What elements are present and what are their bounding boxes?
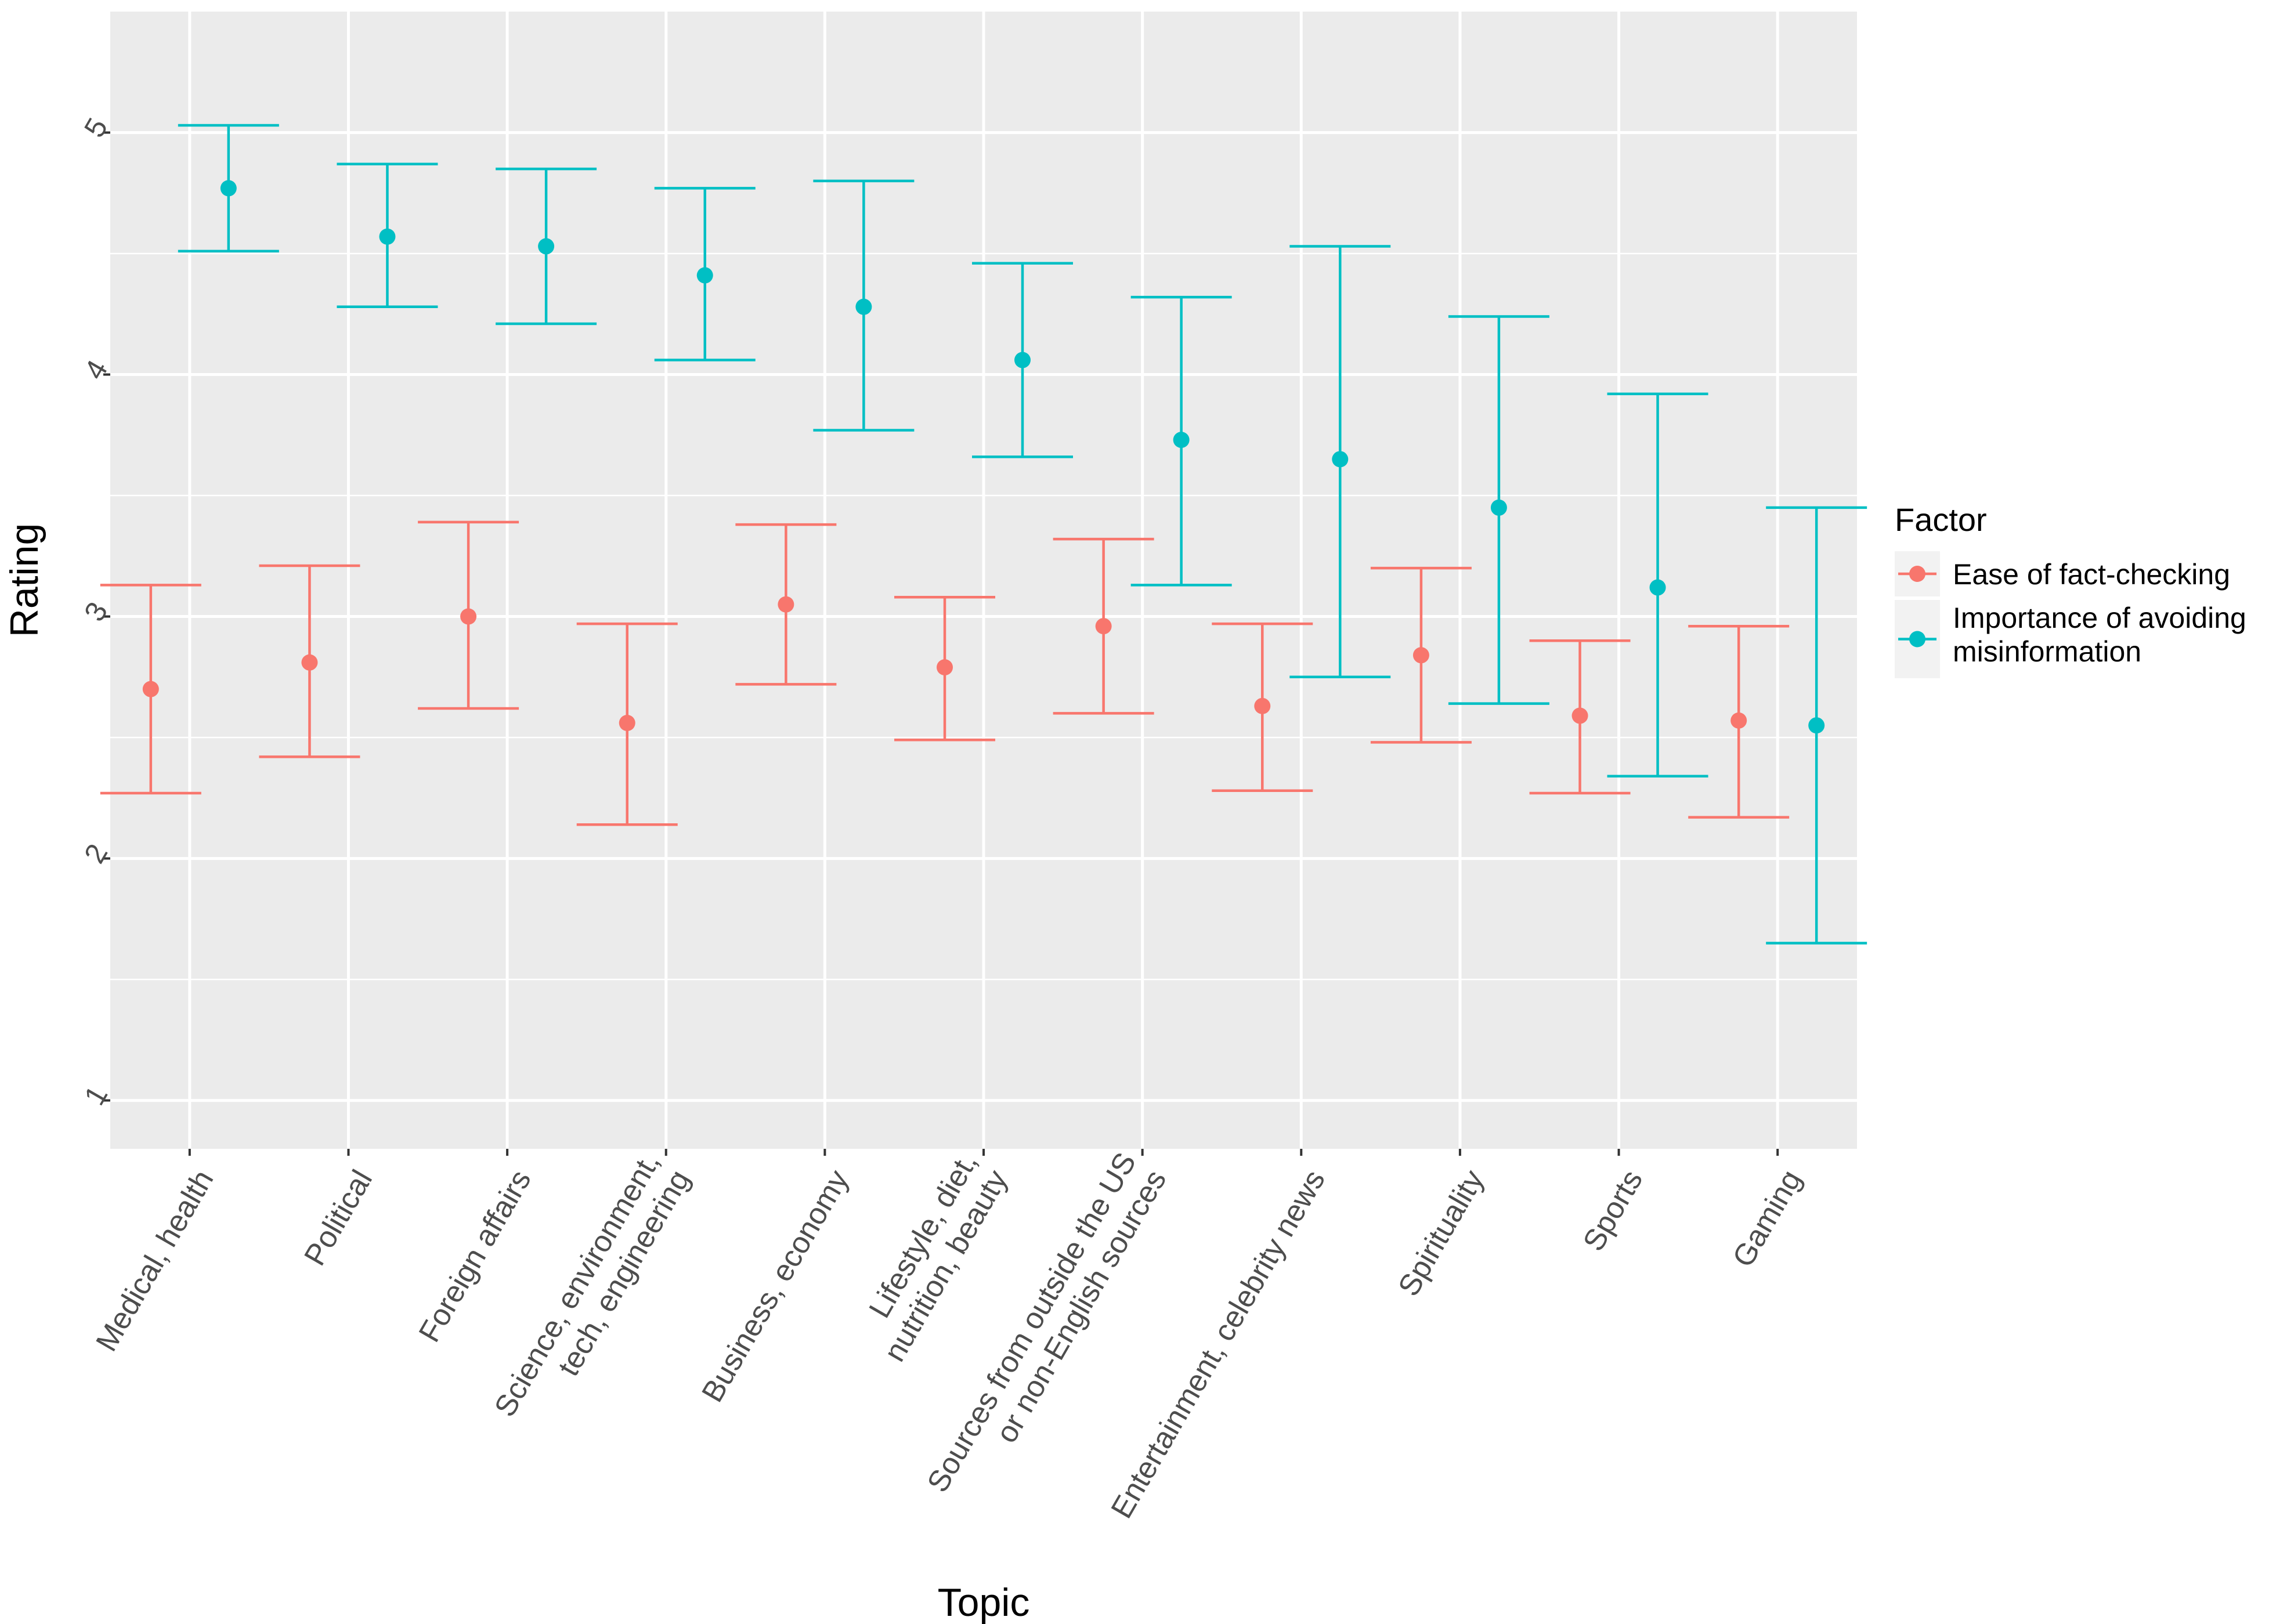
data-point xyxy=(460,608,477,625)
data-point xyxy=(379,228,396,245)
data-point xyxy=(142,681,159,697)
legend-label-line: Importance of avoiding xyxy=(1953,602,2246,634)
data-point xyxy=(1254,697,1271,714)
y-tick-label: 3 xyxy=(78,596,114,627)
data-point xyxy=(1173,432,1190,449)
data-point xyxy=(538,238,555,255)
x-tick-label: Medical, health xyxy=(89,1164,220,1357)
data-point xyxy=(937,659,953,676)
x-tick-label: Political xyxy=(298,1164,379,1271)
legend-title: Factor xyxy=(1895,501,1987,538)
data-point xyxy=(778,596,794,613)
x-tick-label: Business, economy xyxy=(695,1164,855,1408)
x-axis-title: Topic xyxy=(938,1580,1030,1624)
x-axis: Medical, health Political Foreign affairs S… xyxy=(89,1147,1808,1524)
data-point xyxy=(1649,579,1666,596)
data-point xyxy=(619,715,635,732)
data-point xyxy=(220,180,237,197)
x-tick-label: Gaming xyxy=(1726,1164,1808,1273)
y-axis: 1 2 3 4 5 xyxy=(78,113,114,1111)
data-point xyxy=(855,298,872,315)
x-tick-label-line: Medical, health xyxy=(89,1164,220,1357)
x-tick-label: Spirituality xyxy=(1392,1164,1490,1302)
x-tick-label: Lifestyle, diet,nutrition, beauty xyxy=(848,1147,1014,1367)
legend-label: Importance of avoiding misinformation xyxy=(1953,602,2246,668)
data-point xyxy=(1412,647,1429,664)
data-point xyxy=(1095,618,1112,635)
x-tick-label-line: Political xyxy=(298,1164,379,1271)
x-tick-label-line: Sports xyxy=(1577,1164,1649,1257)
x-tick-label-line: Spirituality xyxy=(1392,1164,1490,1302)
y-axis-title: Rating xyxy=(2,523,46,638)
y-tick-label: 5 xyxy=(78,113,114,143)
legend-key-point xyxy=(1909,631,1925,648)
x-tick-label-line: Foreign affairs xyxy=(413,1164,538,1348)
series-0 xyxy=(100,520,1790,826)
x-tick-label-line: Gaming xyxy=(1726,1164,1808,1273)
y-tick-label: 4 xyxy=(78,355,114,385)
data-point xyxy=(1571,707,1588,724)
data-point xyxy=(1490,499,1507,516)
y-tick-label: 1 xyxy=(78,1080,114,1111)
data-point xyxy=(1332,451,1349,468)
series-layer xyxy=(100,124,1867,945)
legend-label-line: Ease of fact-checking xyxy=(1953,558,2230,591)
legend-label-line: misinformation xyxy=(1953,635,2141,668)
data-point xyxy=(696,267,713,284)
data-point xyxy=(301,654,318,671)
legend: Factor Ease of fact-checking Importance o… xyxy=(1895,501,2246,678)
y-tick-label: 2 xyxy=(78,838,114,869)
data-point xyxy=(1808,717,1825,734)
data-point xyxy=(1014,352,1031,368)
data-point xyxy=(1730,712,1747,729)
legend-key-point xyxy=(1909,566,1925,582)
x-tick-label: Sports xyxy=(1577,1164,1649,1257)
legend-label: Ease of fact-checking xyxy=(1953,558,2230,591)
grid-major xyxy=(110,12,1857,1149)
x-tick-label-line: Business, economy xyxy=(695,1164,855,1408)
x-tick-label: Foreign affairs xyxy=(413,1164,538,1348)
series-1 xyxy=(178,124,1867,945)
